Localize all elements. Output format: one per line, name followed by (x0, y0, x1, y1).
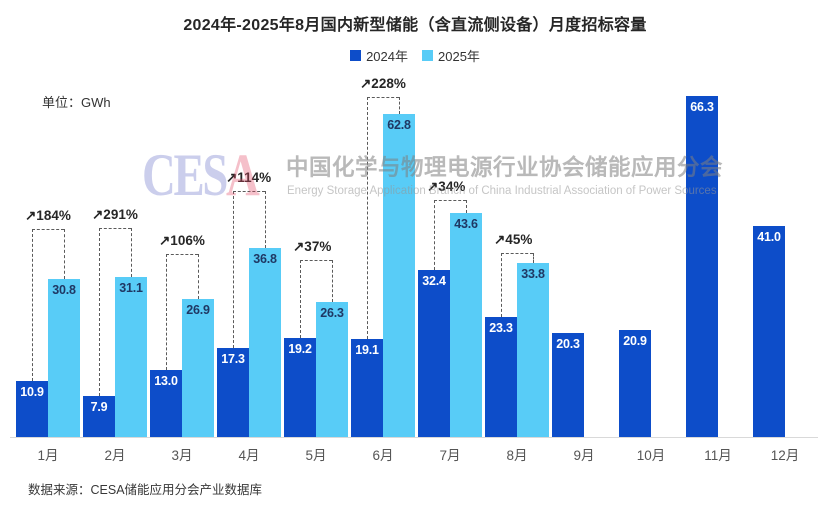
bar-value-label: 7.9 (90, 400, 108, 414)
bar-2025年-5月: 26.3 (316, 302, 348, 437)
growth-bracket-line (99, 228, 131, 229)
growth-label-5月: ↗37% (293, 239, 332, 254)
bar-value-label: 62.8 (387, 118, 411, 132)
bar-value-label: 33.8 (521, 267, 545, 281)
bar-2024年-5月: 19.2 (284, 338, 316, 437)
bar-2024年-1月: 10.9 (16, 381, 48, 437)
bar-2024年-12月: 41.0 (753, 226, 785, 437)
bar-2025年-3月: 26.9 (182, 299, 214, 437)
growth-bracket-line (131, 228, 132, 277)
x-axis-label-11月: 11月 (704, 448, 732, 463)
data-source-label: 数据来源：CESA储能应用分会产业数据库 (28, 483, 263, 497)
growth-label-7月: ↗34% (427, 179, 466, 194)
growth-bracket-line (300, 260, 301, 338)
bar-2025年-4月: 36.8 (249, 248, 281, 437)
bar-2025年-2月: 31.1 (115, 277, 147, 437)
x-axis-label-10月: 10月 (636, 448, 666, 463)
bar-2024年-11月: 66.3 (686, 96, 718, 437)
growth-bracket-line (501, 253, 533, 254)
growth-bracket-line (332, 260, 333, 302)
growth-bracket-line (501, 253, 502, 317)
growth-bracket-line (399, 97, 400, 114)
bar-value-label: 17.3 (221, 352, 245, 366)
growth-bracket-line (533, 253, 534, 263)
x-axis-label-2月: 2月 (104, 448, 126, 463)
bar-value-label: 19.1 (355, 343, 379, 357)
growth-label-3月: ↗106% (159, 233, 205, 248)
growth-label-8月: ↗45% (494, 232, 533, 247)
bar-2025年-8月: 33.8 (517, 263, 549, 437)
bar-value-label: 43.6 (454, 217, 478, 231)
bar-2025年-6月: 62.8 (383, 114, 415, 437)
legend-label-2025: 2025年 (438, 49, 480, 64)
bar-2025年-1月: 30.8 (48, 279, 80, 437)
bar-value-label: 26.9 (186, 303, 210, 317)
unit-label: 单位：GWh (42, 95, 111, 110)
growth-bracket-line (166, 254, 167, 370)
growth-label-1月: ↗184% (25, 208, 71, 223)
x-axis-label-1月: 1月 (37, 448, 59, 463)
bar-2024年-4月: 17.3 (217, 348, 249, 437)
bar-2024年-2月: 7.9 (83, 396, 115, 437)
bar-value-label: 66.3 (690, 100, 714, 114)
bar-2024年-10月: 20.9 (619, 330, 651, 437)
legend-label-2024: 2024年 (366, 49, 408, 64)
bar-value-label: 20.3 (556, 337, 580, 351)
bar-2024年-7月: 32.4 (418, 270, 450, 437)
bar-2024年-9月: 20.3 (552, 333, 584, 437)
x-axis-label-9月: 9月 (573, 448, 595, 463)
growth-bracket-line (434, 200, 466, 201)
growth-bracket-line (367, 97, 399, 98)
bar-value-label: 26.3 (320, 306, 344, 320)
x-axis-label-3月: 3月 (171, 448, 193, 463)
growth-bracket-line (233, 191, 265, 192)
bar-value-label: 31.1 (119, 281, 143, 295)
x-axis-line (10, 437, 818, 438)
x-axis-label-8月: 8月 (506, 448, 528, 463)
legend-item-2024: 2024年 (350, 46, 408, 65)
x-axis-label-4月: 4月 (238, 448, 260, 463)
legend-swatch-2024-icon (350, 50, 362, 61)
growth-bracket-line (466, 200, 467, 213)
bar-2024年-6月: 19.1 (351, 339, 383, 437)
growth-bracket-line (265, 191, 266, 248)
bar-value-label: 20.9 (623, 334, 647, 348)
bar-value-label: 19.2 (288, 342, 312, 356)
x-axis-label-5月: 5月 (305, 448, 327, 463)
growth-bracket-line (166, 254, 198, 255)
legend-item-2025: 2025年 (422, 46, 480, 65)
x-axis-label-7月: 7月 (439, 448, 461, 463)
bar-value-label: 41.0 (757, 230, 781, 244)
chart-title: 2024年-2025年8月国内新型储能（含直流侧设备）月度招标容量 (183, 17, 647, 34)
growth-label-2月: ↗291% (92, 207, 138, 222)
growth-bracket-line (300, 260, 332, 261)
growth-bracket-line (367, 97, 368, 339)
bar-value-label: 30.8 (52, 283, 76, 297)
bar-2024年-3月: 13.0 (150, 370, 182, 437)
x-axis-label-6月: 6月 (372, 448, 394, 463)
growth-bracket-line (233, 191, 234, 348)
bar-2024年-8月: 23.3 (485, 317, 517, 437)
x-axis-label-12月: 12月 (770, 448, 800, 463)
growth-bracket-line (32, 229, 33, 381)
legend-swatch-2025-icon (422, 50, 433, 61)
growth-label-6月: ↗228% (360, 76, 406, 91)
growth-bracket-line (99, 228, 100, 396)
growth-bracket-line (32, 229, 64, 230)
bar-2025年-7月: 43.6 (450, 213, 482, 437)
bar-value-label: 32.4 (422, 274, 446, 288)
growth-bracket-line (198, 254, 199, 299)
bar-value-label: 36.8 (253, 252, 277, 266)
growth-bracket-line (434, 200, 435, 270)
growth-label-4月: ↗114% (226, 170, 272, 185)
bar-value-label: 13.0 (154, 374, 178, 388)
bar-value-label: 10.9 (20, 385, 44, 399)
legend: 2024年 2025年 (0, 46, 830, 65)
bar-value-label: 23.3 (489, 321, 513, 335)
growth-bracket-line (64, 229, 65, 279)
